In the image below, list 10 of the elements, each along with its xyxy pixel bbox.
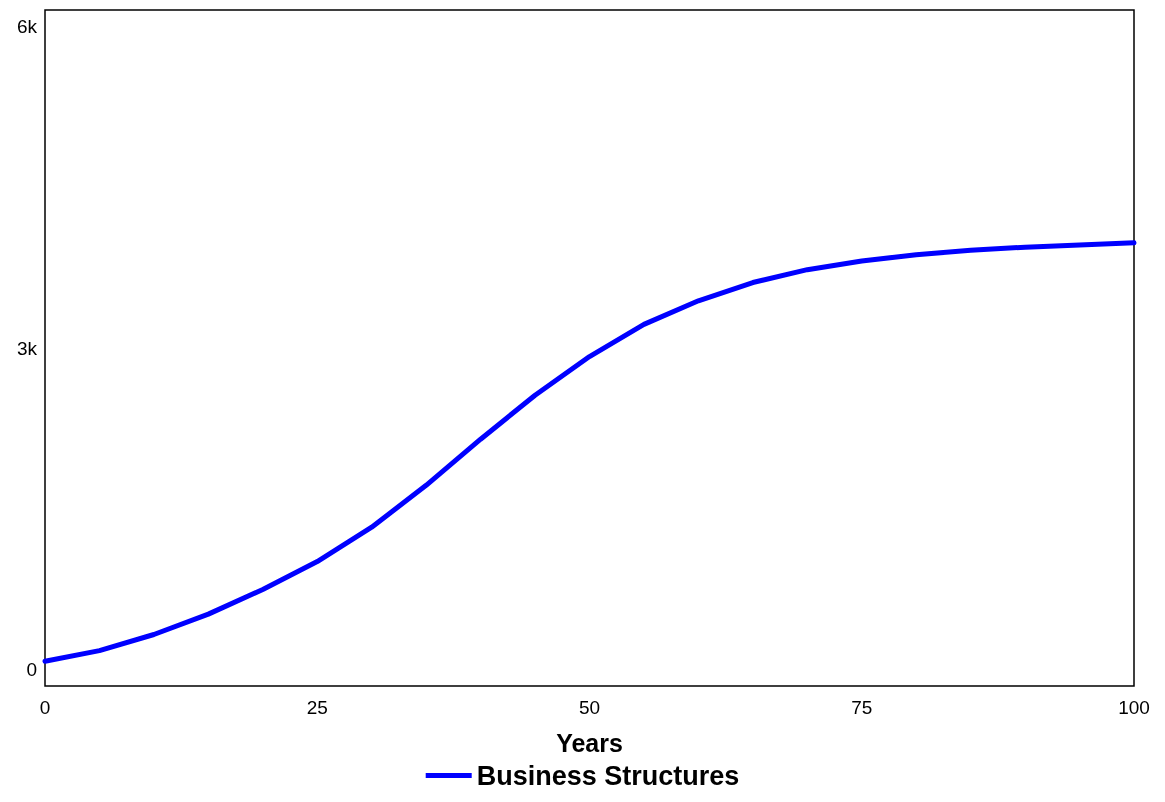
x-axis-title: Years	[556, 728, 623, 757]
x-tick-label: 50	[578, 697, 601, 718]
y-tick-label: 0	[26, 659, 37, 681]
legend-label: Business Structures	[476, 760, 740, 791]
x-tick-label: 25	[306, 697, 328, 718]
y-tick-label: 3k	[16, 337, 38, 359]
x-tick-label: 100	[1118, 697, 1150, 718]
x-tick-label: 0	[39, 697, 51, 718]
x-tick-label: 75	[851, 697, 873, 718]
y-tick-label: 6k	[16, 15, 38, 37]
